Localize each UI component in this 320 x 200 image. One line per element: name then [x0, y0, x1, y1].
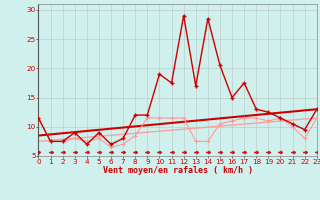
X-axis label: Vent moyen/en rafales ( km/h ): Vent moyen/en rafales ( km/h ): [103, 166, 252, 175]
